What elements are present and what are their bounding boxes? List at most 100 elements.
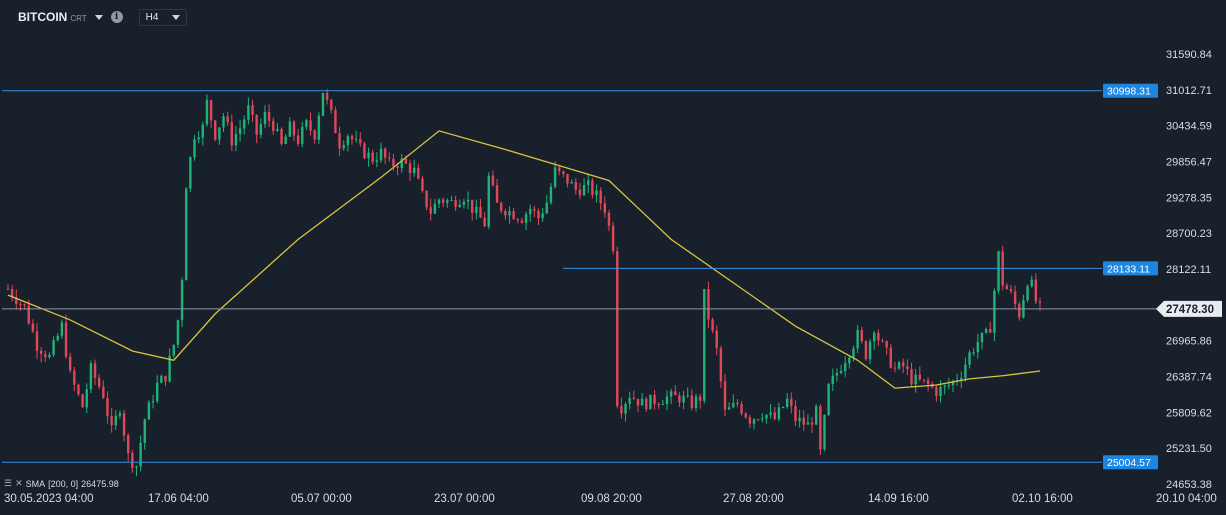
candle-body [404,158,408,164]
candle-body [549,186,553,203]
candle-body [819,406,822,450]
candle-body [570,182,573,184]
candle-body [110,416,113,426]
candle-body [715,330,718,349]
indicator-settings-icon[interactable]: ☰ [4,478,13,488]
candle-body [732,402,735,408]
candle-body [707,289,710,320]
candle-body [698,396,702,401]
y-tick-label: 30434.59 [1166,121,1212,133]
candle-body [562,171,565,174]
candle-body [773,412,776,420]
candle-body [247,105,250,120]
candle-body [479,206,482,218]
candle-body [60,322,64,336]
candle-body [267,111,271,121]
candle-body [611,225,615,252]
candle-body [6,288,10,290]
candle-body [81,394,84,408]
candle-body [139,442,142,467]
candle-body [135,466,138,468]
x-tick-label: 02.10 16:00 [1012,493,1073,505]
x-tick-label: 09.08 20:00 [581,493,642,505]
candle-body [147,402,151,420]
candle-body [218,127,221,140]
candle-body [151,401,155,403]
candle-body [483,217,486,227]
info-icon[interactable]: i [110,11,123,23]
candle-body [379,148,383,161]
x-tick-label: 05.07 00:00 [291,493,352,505]
candle-body [873,332,876,342]
candle-body [910,369,913,385]
candle-body [458,204,461,207]
y-tick-label: 31012.71 [1166,85,1212,97]
candle-body [665,396,669,405]
candle-body [197,137,200,140]
y-tick-label: 26387.74 [1166,372,1212,384]
y-tick-label: 28122.11 [1166,264,1211,276]
candle-body [814,406,818,425]
candle-body [454,199,457,207]
candle-body [545,202,548,214]
candle-body [1026,286,1029,301]
candle-body [512,211,515,220]
candle-body [591,180,594,196]
candle-body [500,202,503,211]
y-tick-label: 24653.38 [1166,479,1212,491]
candle-body [193,139,196,158]
candle-body [951,381,955,385]
candle-body [839,370,843,374]
candle-body [537,210,540,219]
candle-body [35,331,39,351]
candle-body [740,404,743,414]
candle-body [19,304,22,306]
candle-body [185,188,188,281]
candle-body [1038,301,1042,303]
candle-body [392,158,395,167]
candle-body [466,199,470,202]
indicator-legend[interactable]: ☰ ✕ SMA [200, 0] 26475.98 [4,478,119,489]
level-price-tag [1103,261,1158,276]
candle-body [284,136,287,144]
candle-body [77,384,80,395]
candle-body [296,135,300,144]
candle-body [636,398,640,406]
indicator-value: 26475.98 [81,478,119,489]
candle-body [1034,279,1038,302]
x-tick-label: 20.10 04:00 [1156,493,1217,505]
candle-body [541,213,544,219]
candle-body [914,374,917,385]
level-price-tag [1103,455,1158,470]
candle-body [354,139,358,141]
candle-body [960,378,963,381]
candle-body [918,374,922,380]
candle-body [292,121,296,136]
candle-body [827,384,830,415]
candle-body [330,99,333,110]
candle-body [690,395,694,409]
candle-body [926,380,930,384]
candle-body [102,386,105,398]
candle-body [97,377,101,387]
candle-body [794,405,797,422]
symbol-selector[interactable]: BITCOIN CRT [18,8,87,26]
candle-body [906,366,909,370]
x-tick-label: 27.08 20:00 [723,493,784,505]
candle-body [118,413,122,416]
candle-body [674,391,677,396]
candle-body [980,332,984,343]
candle-body [802,417,805,425]
indicator-remove-icon[interactable]: ✕ [15,478,23,488]
timeframe-select[interactable]: H4 [138,8,188,26]
candle-body [922,379,926,381]
candle-body [1009,289,1013,292]
symbol-dropdown-chevron-icon[interactable] [94,14,103,20]
candle-body [309,120,312,131]
candle-body [288,121,292,137]
candle-body [781,406,785,408]
y-tick-label: 29856.47 [1166,157,1212,169]
candle-body [238,128,242,135]
